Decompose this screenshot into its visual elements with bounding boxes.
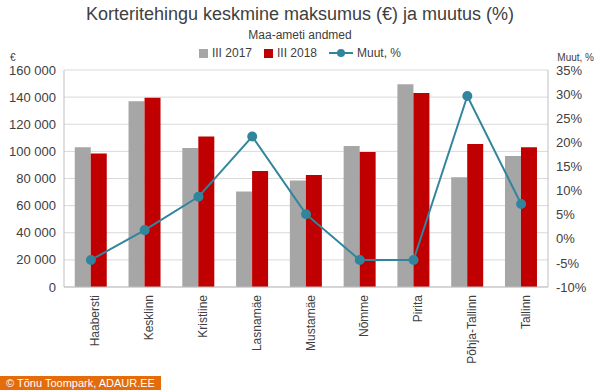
svg-text:Tallinn: Tallinn — [519, 295, 533, 329]
svg-text:20%: 20% — [556, 135, 582, 150]
svg-text:Kristiine: Kristiine — [196, 295, 210, 338]
svg-text:25%: 25% — [556, 111, 582, 126]
svg-text:80 000: 80 000 — [16, 171, 56, 186]
svg-text:5%: 5% — [556, 207, 575, 222]
html-text:Muut, %: Muut, % — [557, 52, 594, 63]
svg-text:Lasnamäe: Lasnamäe — [250, 295, 264, 351]
svg-text:-10%: -10% — [556, 280, 587, 295]
svg-text:0%: 0% — [556, 231, 575, 246]
html-text:© Tõnu Toompark, ADAUR.EE: © Tõnu Toompark, ADAUR.EE — [6, 377, 155, 389]
html-text:Korteritehingu keskmine maksum: Korteritehingu keskmine maksumus (€) ja … — [85, 4, 515, 24]
svg-text:160 000: 160 000 — [9, 63, 56, 78]
svg-text:Nõmme: Nõmme — [357, 295, 371, 337]
svg-text:-5%: -5% — [556, 256, 580, 271]
svg-text:40 000: 40 000 — [16, 225, 56, 240]
svg-text:Pirita: Pirita — [411, 295, 425, 323]
svg-text:15%: 15% — [556, 159, 582, 174]
svg-text:140 000: 140 000 — [9, 90, 56, 105]
svg-text:Mustamäe: Mustamäe — [304, 295, 318, 351]
html-text:Maa-ameti andmed: Maa-ameti andmed — [248, 28, 352, 42]
svg-text:10%: 10% — [556, 183, 582, 198]
svg-text:60 000: 60 000 — [16, 198, 56, 213]
svg-text:100 000: 100 000 — [9, 144, 56, 159]
svg-text:Põhja-Tallinn: Põhja-Tallinn — [465, 295, 479, 364]
svg-text:35%: 35% — [556, 63, 582, 78]
html-text:Muut, %: Muut, % — [357, 46, 401, 60]
svg-text:0: 0 — [49, 280, 56, 295]
html-text:III 2018: III 2018 — [277, 46, 317, 60]
html-text:III 2017: III 2017 — [212, 46, 252, 60]
svg-text:30%: 30% — [556, 87, 582, 102]
svg-text:120 000: 120 000 — [9, 117, 56, 132]
svg-text:Haabersti: Haabersti — [88, 295, 102, 346]
svg-text:20 000: 20 000 — [16, 252, 56, 267]
svg-text:Kesklinn: Kesklinn — [142, 295, 156, 340]
